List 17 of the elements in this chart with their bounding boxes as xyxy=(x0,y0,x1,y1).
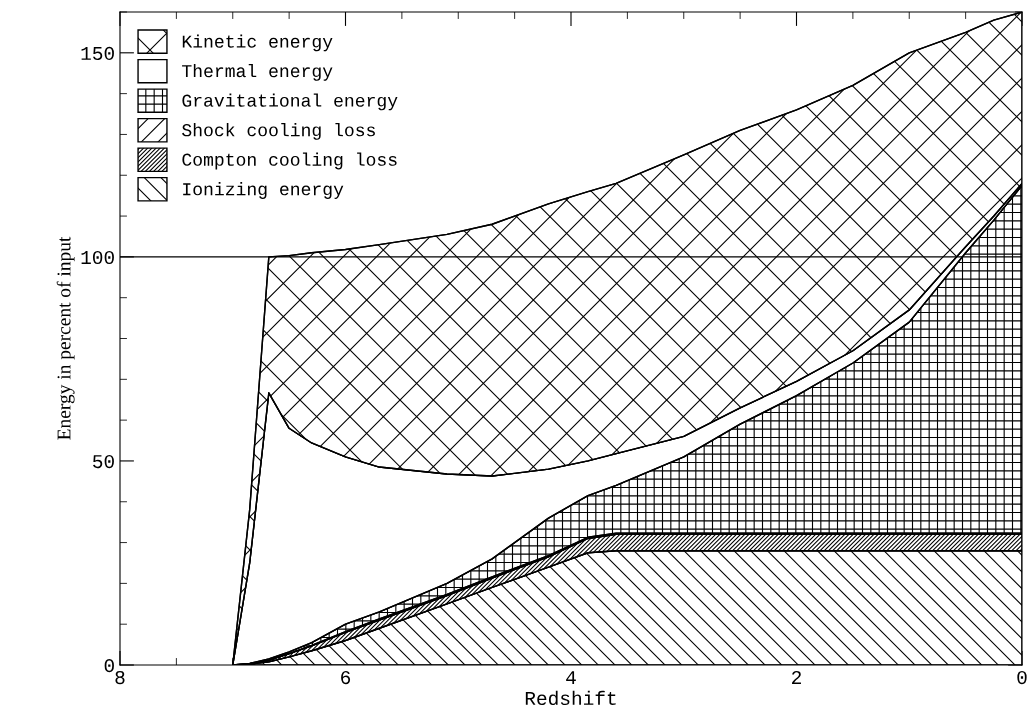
x-tick-label: 6 xyxy=(341,670,351,685)
y-tick-label: 150 xyxy=(81,46,114,61)
y-tick-label: 50 xyxy=(93,454,114,469)
legend-label: Kinetic energy xyxy=(182,34,333,52)
legend-label: Shock cooling loss xyxy=(182,123,375,140)
legend-label: Compton cooling loss xyxy=(182,152,397,170)
y-tick-label: 100 xyxy=(81,250,114,265)
legend-label: Gravitational energy xyxy=(182,93,398,111)
y-axis-title: Energy in percent of input xyxy=(56,236,75,440)
legend-label: Ionizing energy xyxy=(183,182,344,199)
legend-label: Thermal energy xyxy=(182,64,333,81)
x-axis-title: Redshift xyxy=(525,690,616,706)
x-tick-label: 8 xyxy=(115,670,125,685)
x-tick-label: 2 xyxy=(792,670,801,684)
y-tick-label: 0 xyxy=(104,659,114,673)
x-tick-label: 0 xyxy=(1017,670,1027,685)
x-tick-label: 4 xyxy=(566,671,576,684)
